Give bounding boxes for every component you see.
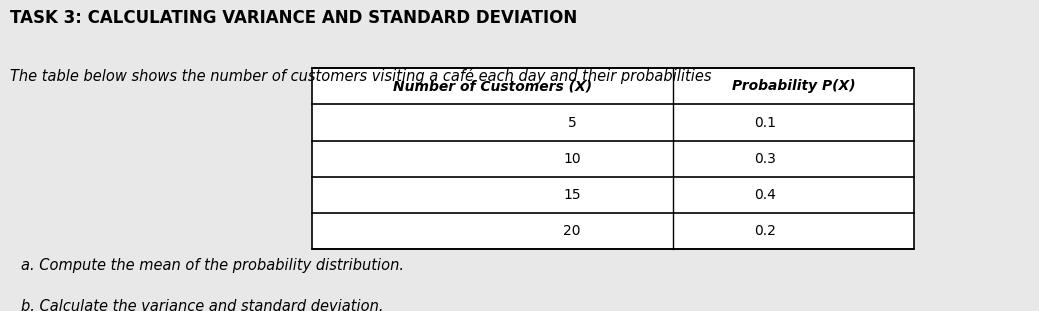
Text: 15: 15	[563, 188, 581, 202]
Text: 20: 20	[563, 224, 581, 238]
Text: a. Compute the mean of the probability distribution.: a. Compute the mean of the probability d…	[21, 258, 404, 273]
Text: TASK 3: CALCULATING VARIANCE AND STANDARD DEVIATION: TASK 3: CALCULATING VARIANCE AND STANDAR…	[10, 9, 578, 27]
Text: 10: 10	[563, 151, 581, 166]
Text: The table below shows the number of customers visiting a café each day and their: The table below shows the number of cust…	[10, 68, 712, 84]
Text: 0.3: 0.3	[754, 151, 776, 166]
Text: Probability P(X): Probability P(X)	[732, 79, 855, 94]
Text: 0.1: 0.1	[754, 115, 776, 130]
Text: 0.2: 0.2	[754, 224, 776, 238]
Text: 5: 5	[567, 115, 577, 130]
Text: Number of Customers (X): Number of Customers (X)	[393, 79, 592, 94]
Text: b. Calculate the variance and standard deviation.: b. Calculate the variance and standard d…	[21, 299, 383, 311]
Text: 0.4: 0.4	[754, 188, 776, 202]
